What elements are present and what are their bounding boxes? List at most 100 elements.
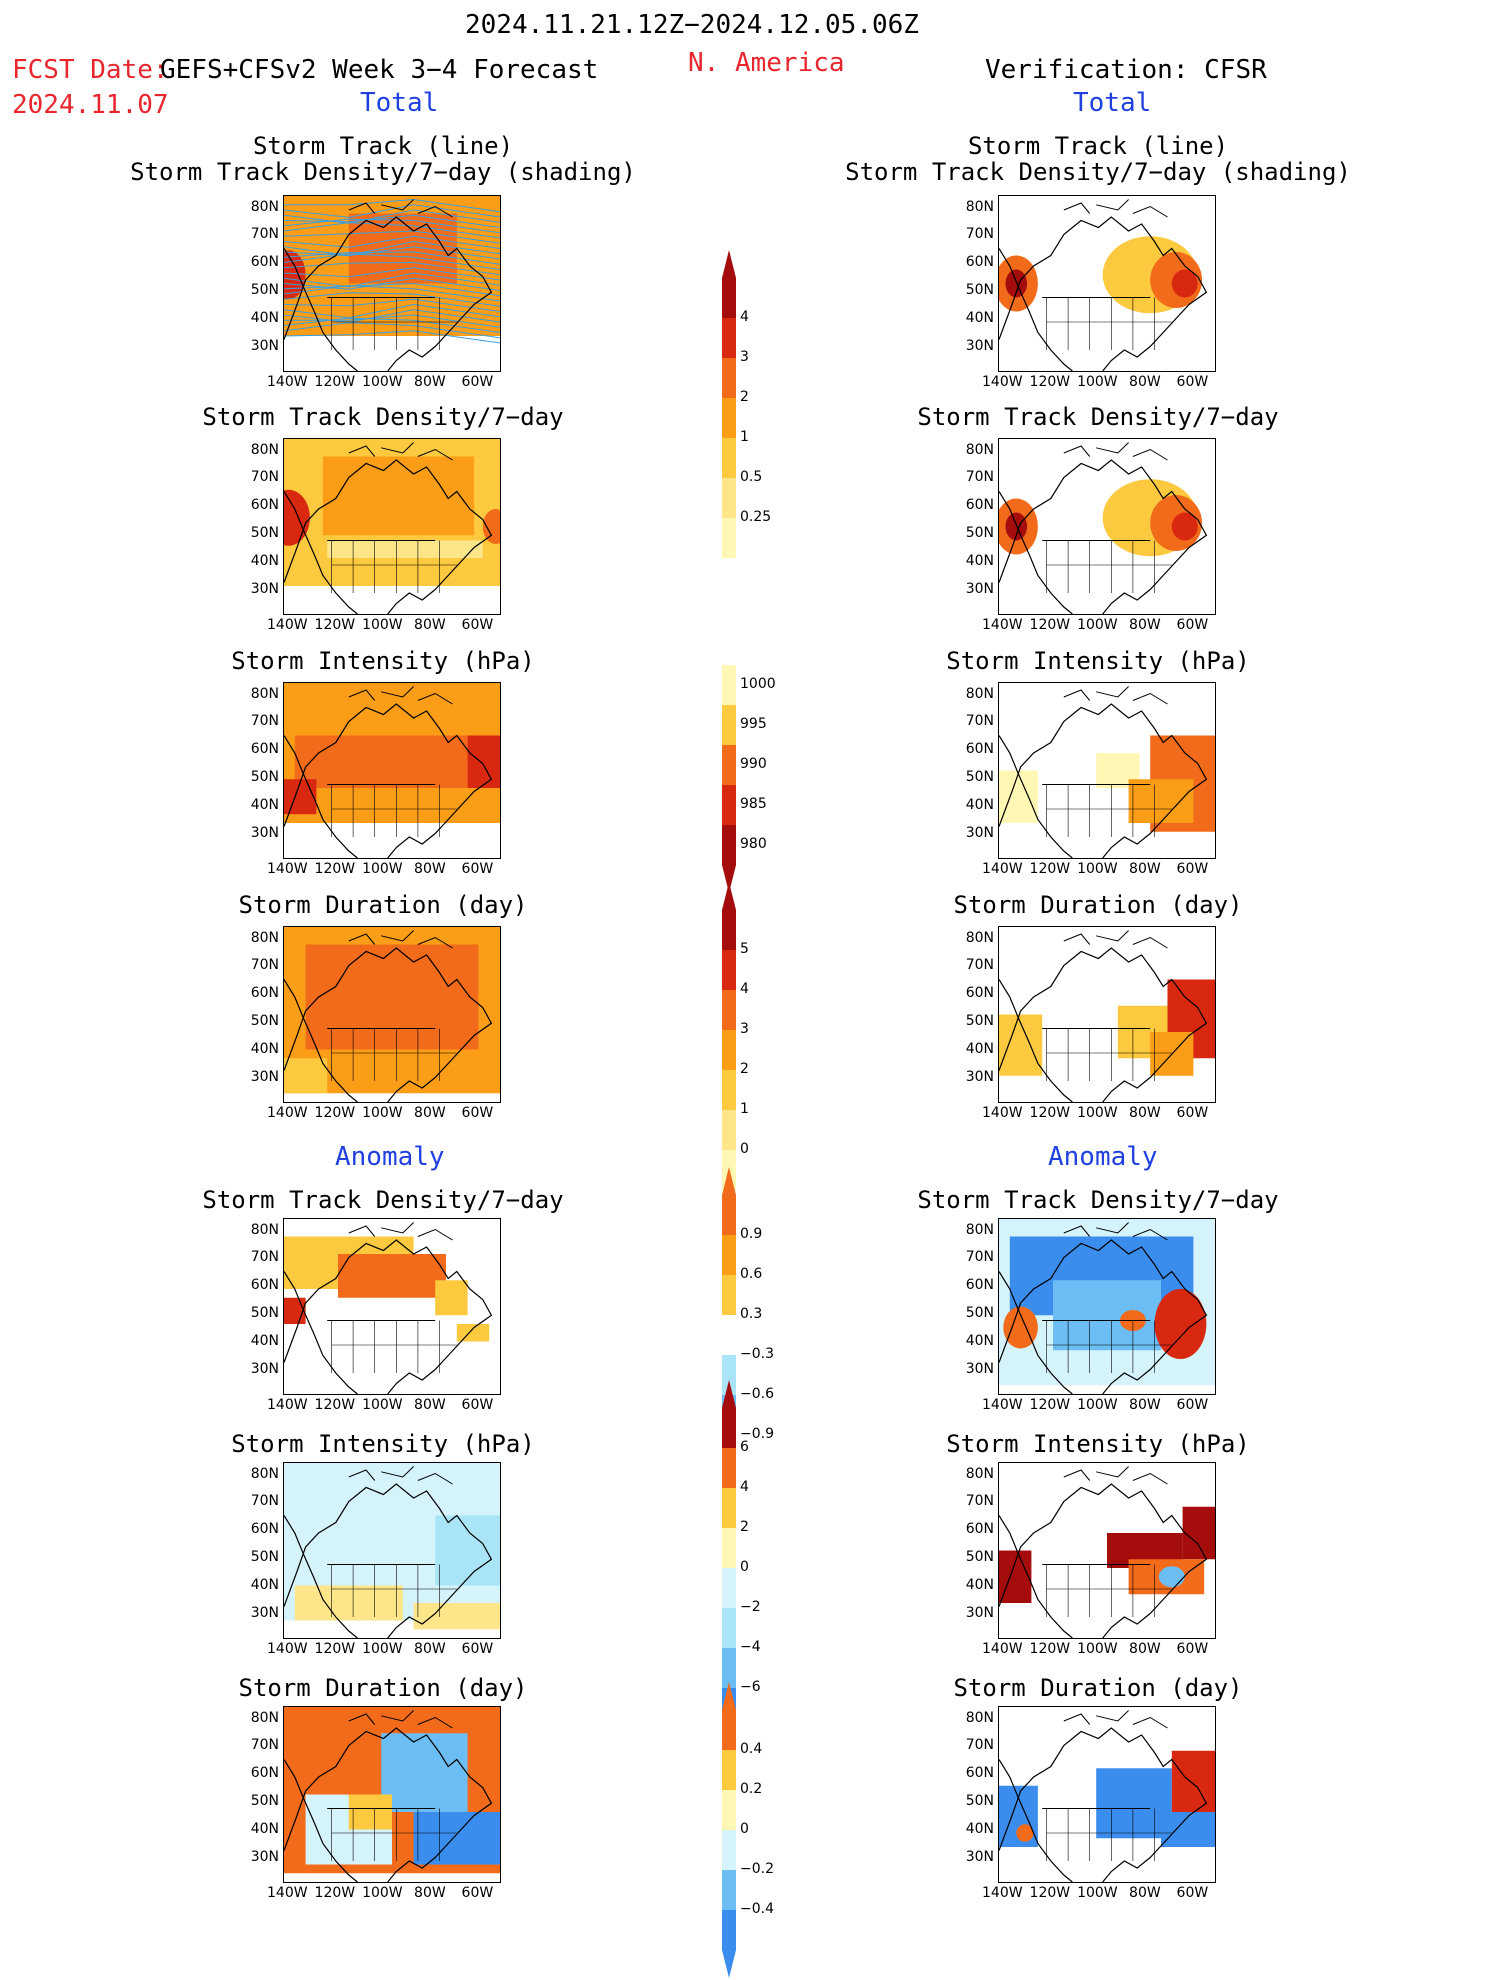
colorbar-density-anomaly-label: 0.9 bbox=[740, 1226, 763, 1242]
map-svg bbox=[284, 927, 500, 1102]
lat-label: 50N bbox=[250, 524, 279, 541]
lon-label: 140W bbox=[267, 1885, 308, 1901]
lat-label: 60N bbox=[250, 253, 279, 270]
lon-label: 100W bbox=[362, 1641, 403, 1657]
lat-label: 40N bbox=[250, 1332, 279, 1349]
colorbar-duration-total-label: 0 bbox=[740, 1141, 749, 1157]
panel-title-intensity-anom-left: Storm Intensity (hPa) bbox=[231, 1430, 535, 1458]
map-svg bbox=[999, 1466, 1215, 1638]
lat-label: 70N bbox=[965, 712, 994, 729]
lon-label: 100W bbox=[1077, 1105, 1118, 1121]
lon-label: 100W bbox=[362, 1397, 403, 1413]
panel-title-intensity-anom-right: Storm Intensity (hPa) bbox=[946, 1430, 1250, 1458]
lat-label: 40N bbox=[250, 1040, 279, 1057]
lat-label: 80N bbox=[250, 930, 279, 947]
lon-label: 120W bbox=[1029, 1397, 1071, 1413]
lat-label: 40N bbox=[965, 1820, 994, 1837]
panel-title-density-anom-right: Storm Track Density/7−day bbox=[917, 1186, 1279, 1214]
lon-label: 140W bbox=[982, 861, 1023, 877]
lon-label: 140W bbox=[267, 1105, 308, 1121]
lat-label: 50N bbox=[965, 1012, 994, 1029]
panel-title-density-right: Storm Track Density/7−day bbox=[917, 403, 1279, 431]
lat-label: 60N bbox=[965, 1764, 994, 1781]
lat-label: 80N bbox=[965, 1710, 994, 1727]
lon-label: 80W bbox=[1129, 1105, 1161, 1121]
lon-label: 120W bbox=[314, 1641, 356, 1657]
section-total-left: Total bbox=[360, 88, 439, 118]
panel-title-intensity-left: Storm Intensity (hPa) bbox=[231, 647, 535, 675]
lon-label: 140W bbox=[267, 1397, 308, 1413]
colorbar-intensity-total bbox=[722, 637, 736, 893]
lon-label: 100W bbox=[362, 374, 403, 390]
colorbar-intensity-total-label: 985 bbox=[740, 796, 767, 812]
lon-label: 120W bbox=[1029, 617, 1071, 633]
lon-label: 80W bbox=[1129, 861, 1161, 877]
lat-label: 60N bbox=[965, 1276, 994, 1293]
lon-label: 140W bbox=[267, 861, 308, 877]
panel-title-duration-anom-left: Storm Duration (day) bbox=[238, 1674, 528, 1702]
lon-label: 120W bbox=[1029, 1641, 1071, 1657]
map-svg bbox=[999, 1710, 1215, 1882]
colorbar-intensity-total-label: 995 bbox=[740, 716, 767, 732]
lat-label: 80N bbox=[965, 930, 994, 947]
forecast-source: GEFS+CFSv2 Week 3−4 Forecast bbox=[160, 55, 599, 85]
panel-title-intensity-right: Storm Intensity (hPa) bbox=[946, 647, 1250, 675]
colorbar-duration-anomaly-label: 0.2 bbox=[740, 1781, 763, 1797]
lon-label: 140W bbox=[982, 1641, 1023, 1657]
colorbar-intensity-anomaly-label: −6 bbox=[740, 1679, 761, 1695]
lon-label: 80W bbox=[414, 1397, 446, 1413]
lon-label: 60W bbox=[461, 1641, 494, 1657]
lat-label: 50N bbox=[965, 1792, 994, 1809]
lat-label: 30N bbox=[250, 580, 279, 597]
lon-label: 80W bbox=[1129, 617, 1161, 633]
lon-label: 100W bbox=[1077, 374, 1118, 390]
lat-label: 80N bbox=[965, 1222, 994, 1239]
lat-label: 70N bbox=[250, 1492, 279, 1509]
lat-label: 70N bbox=[250, 1248, 279, 1265]
lat-label: 40N bbox=[250, 552, 279, 569]
map-svg bbox=[284, 1222, 493, 1394]
lon-label: 60W bbox=[461, 374, 494, 390]
map-svg bbox=[284, 683, 500, 858]
lat-label: 50N bbox=[965, 524, 994, 541]
panel-title-duration-anom-right: Storm Duration (day) bbox=[953, 1674, 1243, 1702]
lat-label: 50N bbox=[965, 1548, 994, 1565]
colorbar-intensity-anomaly-label: 0 bbox=[740, 1559, 749, 1575]
colorbar-duration-total-label: 3 bbox=[740, 1021, 749, 1037]
lon-label: 100W bbox=[362, 617, 403, 633]
lon-label: 60W bbox=[1176, 1641, 1209, 1657]
map-panel-verification-1 bbox=[998, 195, 1216, 372]
lon-label: 120W bbox=[314, 617, 356, 633]
lon-label: 60W bbox=[1176, 1105, 1209, 1121]
lat-label: 50N bbox=[965, 768, 994, 785]
lon-label: 100W bbox=[1077, 861, 1118, 877]
map-svg bbox=[284, 1463, 500, 1638]
lon-label: 120W bbox=[314, 861, 356, 877]
colorbar-intensity-anomaly-label: 2 bbox=[740, 1519, 749, 1535]
map-panel-forecast-6 bbox=[283, 1462, 501, 1639]
colorbar-density-total-label: 3 bbox=[740, 349, 749, 365]
lat-label: 60N bbox=[965, 740, 994, 757]
lat-label: 30N bbox=[250, 1068, 279, 1085]
lon-label: 80W bbox=[414, 861, 446, 877]
lon-label: 100W bbox=[362, 1105, 403, 1121]
map-panel-forecast-1 bbox=[283, 195, 501, 372]
lat-label: 70N bbox=[965, 956, 994, 973]
lat-label: 60N bbox=[250, 1520, 279, 1537]
lon-label: 60W bbox=[1176, 617, 1209, 633]
colorbar-duration-anomaly-label: −0.4 bbox=[740, 1901, 774, 1917]
lon-label: 140W bbox=[982, 617, 1023, 633]
map-panel-verification-7 bbox=[998, 1706, 1216, 1883]
map-svg bbox=[999, 930, 1215, 1102]
panel-title-density-anom-left: Storm Track Density/7−day bbox=[202, 1186, 564, 1214]
colorbar-duration-total-label: 5 bbox=[740, 941, 749, 957]
lon-label: 120W bbox=[1029, 861, 1071, 877]
lon-label: 140W bbox=[267, 374, 308, 390]
lat-label: 40N bbox=[250, 309, 279, 326]
map-panel-forecast-3 bbox=[283, 682, 501, 859]
map-svg bbox=[999, 199, 1208, 371]
panel-title-duration-right: Storm Duration (day) bbox=[953, 891, 1243, 919]
lat-label: 30N bbox=[250, 824, 279, 841]
colorbar-intensity-total-label: 990 bbox=[740, 756, 767, 772]
lon-label: 120W bbox=[1029, 1105, 1071, 1121]
